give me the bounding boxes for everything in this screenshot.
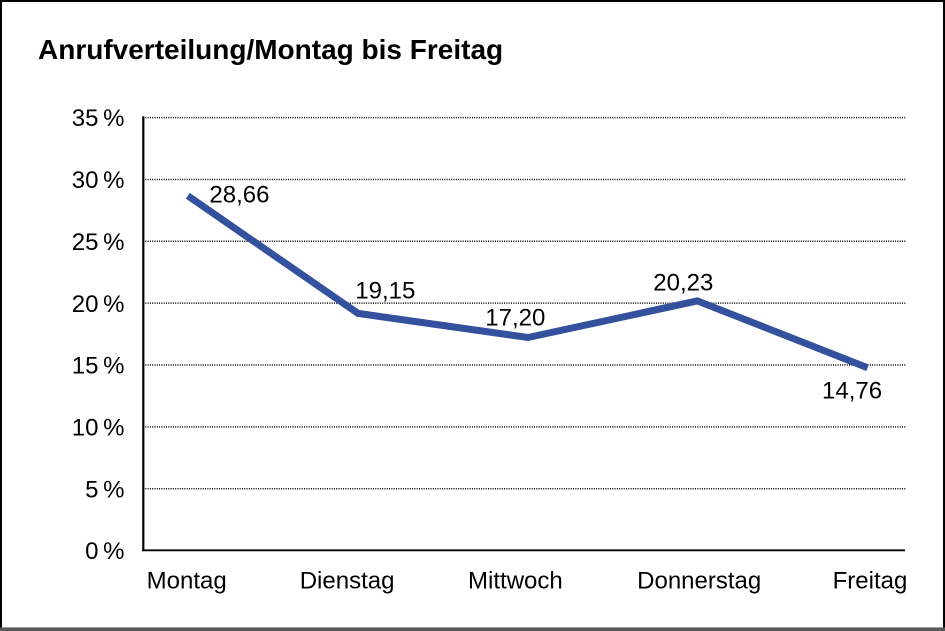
svg-text:28,66: 28,66 bbox=[209, 182, 269, 209]
svg-text:Dienstag: Dienstag bbox=[300, 567, 395, 594]
svg-text:20,23: 20,23 bbox=[653, 270, 713, 297]
svg-text:Donnerstag: Donnerstag bbox=[637, 567, 761, 594]
svg-text:15 %: 15 % bbox=[72, 353, 125, 380]
svg-text:Anrufverteilung/Montag bis Fre: Anrufverteilung/Montag bis Freitag bbox=[38, 34, 503, 65]
svg-text:30 %: 30 % bbox=[72, 167, 125, 194]
svg-text:10 %: 10 % bbox=[72, 415, 125, 442]
svg-text:25 %: 25 % bbox=[72, 229, 125, 256]
svg-text:5 %: 5 % bbox=[85, 476, 124, 503]
svg-text:20 %: 20 % bbox=[72, 291, 125, 318]
svg-text:0 %: 0 % bbox=[85, 538, 124, 565]
svg-text:Montag: Montag bbox=[147, 567, 227, 594]
svg-text:17,20: 17,20 bbox=[485, 305, 545, 332]
svg-text:35 %: 35 % bbox=[72, 105, 125, 132]
svg-text:14,76: 14,76 bbox=[822, 377, 882, 404]
svg-text:19,15: 19,15 bbox=[355, 278, 415, 305]
svg-text:Mittwoch: Mittwoch bbox=[468, 567, 563, 594]
svg-text:Freitag: Freitag bbox=[833, 567, 908, 594]
